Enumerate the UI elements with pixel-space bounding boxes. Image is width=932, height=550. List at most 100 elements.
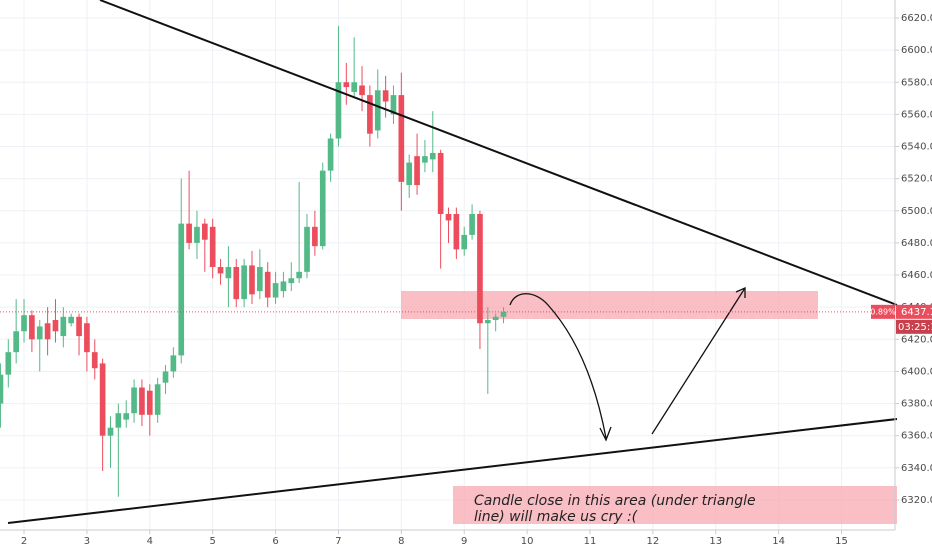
candle-body (492, 316, 499, 321)
x-tick-label: 3 (84, 536, 90, 547)
candle-body (249, 265, 255, 295)
arrow-up (651, 287, 746, 435)
y-tick-label: 6380.0 (901, 399, 932, 410)
upper-trendline (99, 0, 898, 306)
candle-body (99, 363, 106, 436)
y-tick-label: 6460.0 (901, 270, 932, 281)
x-tick-label: 8 (398, 536, 404, 547)
candle-body (115, 413, 122, 428)
x-tick-label: 5 (209, 536, 215, 547)
y-tick-label: 6320.0 (901, 495, 932, 506)
candle-body (178, 223, 185, 356)
candle-body (319, 170, 326, 247)
candle-body (343, 82, 350, 88)
candle-body (91, 352, 98, 369)
candle-body (351, 82, 358, 92)
candle-body (484, 320, 491, 324)
candle-body (162, 371, 169, 383)
candle-body (429, 152, 436, 160)
x-tick-label: 6 (272, 536, 278, 547)
candle-body (76, 316, 82, 337)
candle-body (131, 387, 137, 414)
x-tick-label: 10 (521, 536, 534, 547)
y-tick-label: 6500.0 (901, 206, 932, 217)
candle-body (296, 271, 302, 279)
y-tick-label: 6360.0 (901, 431, 932, 442)
candle-body (257, 267, 263, 292)
candle-body (170, 355, 177, 372)
candle-body (469, 213, 475, 235)
candle-body (186, 223, 192, 243)
candle-body (398, 95, 405, 182)
candle-body (139, 387, 145, 415)
grid (0, 0, 895, 530)
candle-body (123, 413, 130, 420)
countdown-box (896, 319, 932, 334)
candle-body (264, 271, 271, 298)
x-tick-label: 4 (147, 536, 153, 547)
last-price-label: 6437.1 (901, 307, 932, 318)
resistance-zone (401, 291, 818, 319)
candle-body (21, 315, 27, 332)
x-tick-label: 12 (647, 536, 660, 547)
candle-body (382, 90, 389, 102)
candle-body (272, 283, 279, 298)
candle-body (461, 234, 468, 250)
annotation: line) will make us cry :( (474, 509, 638, 525)
candle-body (217, 267, 224, 274)
arrow-head (735, 286, 746, 298)
candle-body (359, 85, 365, 96)
candle-body (68, 316, 75, 324)
candle-body (414, 156, 420, 186)
candle-body (84, 323, 90, 353)
x-tick-label: 2 (21, 536, 27, 547)
last-price-box (896, 304, 932, 319)
candle-body (374, 90, 381, 131)
candle-body (209, 226, 216, 268)
candle-body (477, 213, 483, 324)
x-tick-label: 13 (709, 536, 722, 547)
candle-body (107, 427, 114, 436)
candle-body (5, 352, 12, 375)
candle-body (0, 374, 4, 404)
candle-body (327, 138, 334, 171)
candle-body (335, 82, 342, 139)
candle-body (13, 331, 19, 353)
candle-body (288, 278, 295, 284)
candle-body (52, 320, 59, 332)
y-tick-label: 6580.0 (901, 77, 932, 88)
y-tick-label: 6340.0 (901, 463, 932, 474)
y-tick-label: 6620.0 (901, 13, 932, 24)
candle-body (422, 156, 428, 163)
candle-body (233, 267, 240, 300)
y-tick-label: 6520.0 (901, 174, 932, 185)
arrow-down (509, 293, 607, 439)
candles (0, 26, 507, 497)
candle-body (367, 95, 373, 134)
candle-body (453, 213, 460, 250)
annotation: Candle close in this area (under triangl… (474, 493, 756, 509)
candle-body (44, 323, 51, 340)
y-tick-label: 6420.0 (901, 334, 932, 345)
x-tick-label: 11 (584, 536, 597, 547)
arrow-head (599, 426, 612, 442)
breakdown-zone (453, 486, 897, 524)
candle-body (280, 281, 287, 292)
candle-body (201, 223, 208, 240)
candle-body (445, 213, 452, 221)
y-tick-label: 6600.0 (901, 45, 932, 56)
candle-body (225, 267, 232, 279)
candle-body (390, 95, 397, 115)
y-tick-label: 6400.0 (901, 366, 932, 377)
lower-trendline (7, 418, 898, 524)
y-tick-label: 6560.0 (901, 109, 932, 120)
y-tick-label: 6540.0 (901, 142, 932, 153)
change-box (871, 304, 895, 319)
axes: 6320.06340.06360.06380.06400.06420.06440… (0, 13, 932, 547)
candle-body (29, 315, 35, 340)
countdown-label: 03:25:12 (898, 322, 932, 333)
candle-body (146, 390, 153, 415)
candle-body (60, 316, 67, 337)
candle-body (500, 311, 507, 317)
